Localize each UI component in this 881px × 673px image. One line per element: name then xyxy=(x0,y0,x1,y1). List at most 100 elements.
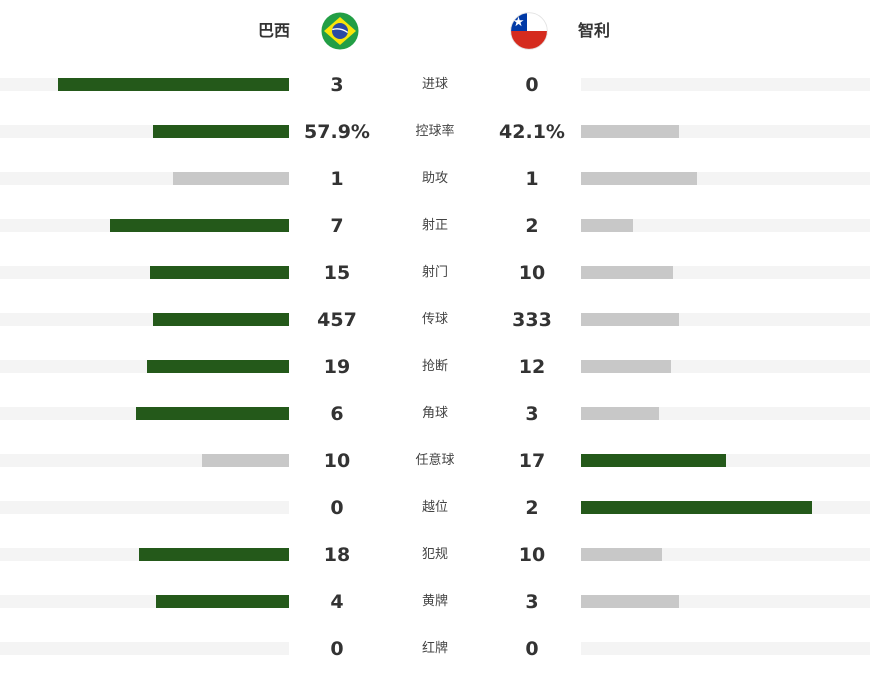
home-stat-value: 0 xyxy=(330,497,344,519)
stat-row: 15 射门 10 xyxy=(0,250,881,297)
away-stat-value: 2 xyxy=(525,497,539,519)
away-stat-value: 333 xyxy=(512,309,552,331)
chile-flag-icon xyxy=(510,12,548,50)
away-stat-value: 0 xyxy=(525,638,539,660)
home-bar-fill xyxy=(150,266,289,279)
away-bar-track xyxy=(581,219,870,232)
home-stat-value: 6 xyxy=(330,403,344,425)
away-stat-value: 2 xyxy=(525,215,539,237)
away-bar-fill xyxy=(581,172,697,185)
stat-row: 18 犯规 10 xyxy=(0,532,881,579)
home-stat-value: 4 xyxy=(330,591,344,613)
stat-row: 3 进球 0 xyxy=(0,62,881,109)
stat-label: 角球 xyxy=(421,406,448,421)
home-bar-fill xyxy=(202,454,289,467)
stat-row: 57.9% 控球率 42.1% xyxy=(0,109,881,156)
home-bar-fill xyxy=(173,172,289,185)
stat-label: 黄牌 xyxy=(421,594,448,609)
home-stat-value: 18 xyxy=(323,544,351,566)
away-bar-fill xyxy=(581,595,679,608)
stat-label: 任意球 xyxy=(415,453,455,468)
match-header: 巴西 智利 xyxy=(0,0,881,62)
stats-table: 3 进球 0 57.9% 控球率 42.1% 1 助攻 1 7 射正 2 15 射门 10 457 传球 333 1… xyxy=(0,62,881,673)
away-stat-value: 3 xyxy=(525,591,539,613)
away-bar-track xyxy=(581,266,870,279)
stat-row: 7 射正 2 xyxy=(0,203,881,250)
stat-label: 射门 xyxy=(421,265,448,280)
stat-row: 6 角球 3 xyxy=(0,391,881,438)
home-bar-fill xyxy=(147,360,289,373)
home-stat-value: 10 xyxy=(323,450,351,472)
home-bar-track xyxy=(0,266,289,279)
away-bar-track xyxy=(581,642,870,655)
home-stat-value: 1 xyxy=(330,168,344,190)
stat-label: 助攻 xyxy=(421,171,448,186)
stat-label: 射正 xyxy=(421,218,448,233)
away-stat-value: 12 xyxy=(518,356,546,378)
stat-label: 越位 xyxy=(421,500,448,515)
home-bar-track xyxy=(0,125,289,138)
home-bar-fill xyxy=(58,78,289,91)
away-bar-track xyxy=(581,407,870,420)
home-bar-track xyxy=(0,548,289,561)
stat-row: 10 任意球 17 xyxy=(0,438,881,485)
home-stat-value: 15 xyxy=(323,262,351,284)
stat-row: 19 抢断 12 xyxy=(0,344,881,391)
stat-label: 传球 xyxy=(421,312,448,327)
stat-label: 犯规 xyxy=(421,547,448,562)
home-bar-fill xyxy=(153,313,289,326)
home-bar-fill xyxy=(156,595,289,608)
stat-label: 控球率 xyxy=(415,124,455,139)
home-bar-track xyxy=(0,501,289,514)
away-stat-value: 3 xyxy=(525,403,539,425)
home-bar-track xyxy=(0,595,289,608)
away-bar-track xyxy=(581,501,870,514)
away-bar-fill xyxy=(581,454,726,467)
home-stat-value: 7 xyxy=(330,215,344,237)
home-bar-track xyxy=(0,407,289,420)
home-bar-track xyxy=(0,642,289,655)
away-bar-track xyxy=(581,172,870,185)
away-bar-fill xyxy=(581,219,633,232)
away-bar-fill xyxy=(581,407,659,420)
away-stat-value: 1 xyxy=(525,168,539,190)
stat-row: 1 助攻 1 xyxy=(0,156,881,203)
home-stat-value: 19 xyxy=(323,356,351,378)
away-stat-value: 10 xyxy=(518,262,546,284)
away-bar-track xyxy=(581,454,870,467)
home-bar-track xyxy=(0,172,289,185)
stat-row: 0 越位 2 xyxy=(0,485,881,532)
away-bar-track xyxy=(581,360,870,373)
away-stat-value: 10 xyxy=(518,544,546,566)
home-bar-track xyxy=(0,454,289,467)
stat-row: 4 黄牌 3 xyxy=(0,579,881,626)
home-bar-fill xyxy=(136,407,289,420)
away-bar-track xyxy=(581,78,870,91)
away-bar-track xyxy=(581,548,870,561)
away-bar-track xyxy=(581,125,870,138)
away-team-name: 智利 xyxy=(578,21,611,40)
home-stat-value: 0 xyxy=(330,638,344,660)
away-bar-fill xyxy=(581,548,662,561)
stat-label: 抢断 xyxy=(421,359,448,374)
away-stat-value: 42.1% xyxy=(499,121,565,143)
stat-label: 红牌 xyxy=(421,641,448,656)
home-stat-value: 3 xyxy=(330,74,344,96)
home-bar-fill xyxy=(110,219,289,232)
away-bar-fill xyxy=(581,501,812,514)
away-bar-fill xyxy=(581,360,671,373)
away-bar-fill xyxy=(581,125,679,138)
home-stat-value: 57.9% xyxy=(304,121,370,143)
home-bar-track xyxy=(0,313,289,326)
brazil-flag-icon xyxy=(321,12,359,50)
away-bar-fill xyxy=(581,313,679,326)
home-bar-track xyxy=(0,360,289,373)
stat-row: 457 传球 333 xyxy=(0,297,881,344)
home-bar-fill xyxy=(153,125,289,138)
stat-row: 0 红牌 0 xyxy=(0,626,881,673)
home-bar-fill xyxy=(139,548,289,561)
stat-label: 进球 xyxy=(421,77,448,92)
away-stat-value: 0 xyxy=(525,74,539,96)
home-stat-value: 457 xyxy=(317,309,357,331)
away-bar-track xyxy=(581,595,870,608)
